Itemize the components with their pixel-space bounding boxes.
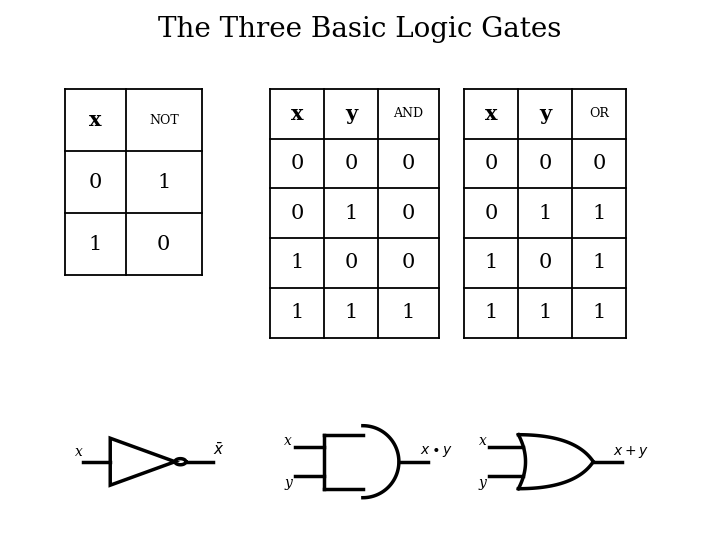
Text: 0: 0	[485, 154, 498, 173]
Text: 0: 0	[290, 204, 304, 223]
Text: $\bar{x}$: $\bar{x}$	[213, 442, 225, 458]
Text: 1: 1	[539, 303, 552, 322]
Text: 1: 1	[593, 253, 606, 273]
Text: 1: 1	[157, 173, 171, 192]
Text: 1: 1	[593, 303, 606, 322]
Text: NOT: NOT	[149, 113, 179, 127]
Text: OR: OR	[590, 107, 609, 120]
Text: 0: 0	[539, 253, 552, 273]
Text: 0: 0	[402, 204, 415, 223]
Text: y: y	[479, 476, 487, 490]
Text: y: y	[345, 104, 357, 124]
Text: 1: 1	[485, 253, 498, 273]
Text: y: y	[284, 476, 292, 490]
Text: 0: 0	[89, 173, 102, 192]
Text: x: x	[485, 104, 498, 124]
Text: 0: 0	[344, 154, 358, 173]
Text: 1: 1	[593, 204, 606, 223]
Text: 1: 1	[89, 235, 102, 254]
Text: 0: 0	[539, 154, 552, 173]
Text: 1: 1	[485, 303, 498, 322]
Text: 1: 1	[402, 303, 415, 322]
Text: x: x	[291, 104, 303, 124]
Text: 0: 0	[290, 154, 304, 173]
Text: 0: 0	[402, 154, 415, 173]
Text: $x \bullet y$: $x \bullet y$	[420, 444, 453, 460]
Text: 0: 0	[402, 253, 415, 273]
Text: AND: AND	[394, 107, 423, 120]
Text: x: x	[75, 445, 83, 459]
Text: x: x	[284, 434, 292, 448]
Text: 1: 1	[344, 204, 358, 223]
Text: 1: 1	[290, 303, 304, 322]
Text: 1: 1	[344, 303, 358, 322]
Text: 0: 0	[344, 253, 358, 273]
Text: 1: 1	[539, 204, 552, 223]
Text: The Three Basic Logic Gates: The Three Basic Logic Gates	[158, 16, 562, 43]
Text: $x + y$: $x + y$	[613, 444, 649, 460]
Text: y: y	[539, 104, 552, 124]
Text: 0: 0	[593, 154, 606, 173]
Text: x: x	[479, 434, 487, 448]
Text: 0: 0	[157, 235, 171, 254]
Text: 1: 1	[290, 253, 304, 273]
Text: 0: 0	[485, 204, 498, 223]
Text: x: x	[89, 110, 102, 130]
